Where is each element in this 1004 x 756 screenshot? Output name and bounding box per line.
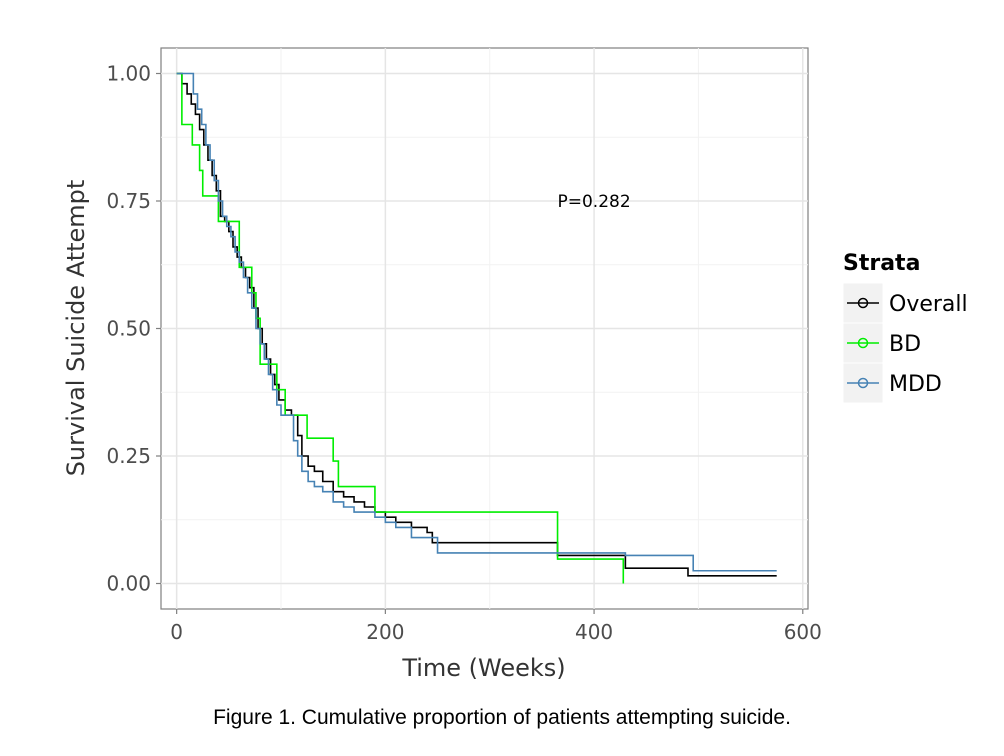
y-tick-label: 0.75: [106, 189, 151, 213]
legend-label-mdd: MDD: [889, 372, 942, 397]
series-line-mdd: [176, 72, 777, 572]
annotation-p-value: P=0.282: [557, 192, 630, 212]
series-lines: [176, 72, 777, 584]
y-tick-label: 0.00: [106, 572, 151, 596]
axes: 0 200 400 600 0.00 0.25 0.50 0.75 1.00: [106, 62, 821, 645]
survival-chart: 0 200 400 600 0.00 0.25 0.50 0.75 1.00 P=0.282 T…: [62, 47, 968, 682]
legend-title: Strata: [843, 251, 920, 276]
x-tick-label: 200: [366, 620, 404, 644]
figure-caption: Figure 1. Cumulative proportion of patie…: [213, 706, 791, 729]
legend-key-marker: [857, 297, 869, 309]
y-tick-label: 1.00: [106, 62, 151, 86]
legend-key-marker: [857, 377, 869, 389]
series-line-bd: [176, 72, 625, 584]
y-axis-label: Survival Suicide Attempt: [62, 180, 90, 477]
legend-label-bd: BD: [889, 332, 921, 357]
legend-key-marker: [857, 337, 869, 349]
x-tick-label: 400: [575, 620, 613, 644]
legend: Strata Overall BD MDD: [842, 251, 968, 404]
legend-label-overall: Overall: [889, 292, 968, 317]
x-tick-label: 600: [784, 620, 822, 644]
legend-items: Overall BD MDD: [842, 282, 968, 404]
x-tick-label: 0: [170, 620, 183, 644]
y-tick-label: 0.25: [106, 444, 151, 468]
grid-lines: [161, 48, 808, 609]
x-axis-label: Time (Weeks): [401, 654, 565, 682]
y-tick-label: 0.50: [106, 317, 151, 341]
